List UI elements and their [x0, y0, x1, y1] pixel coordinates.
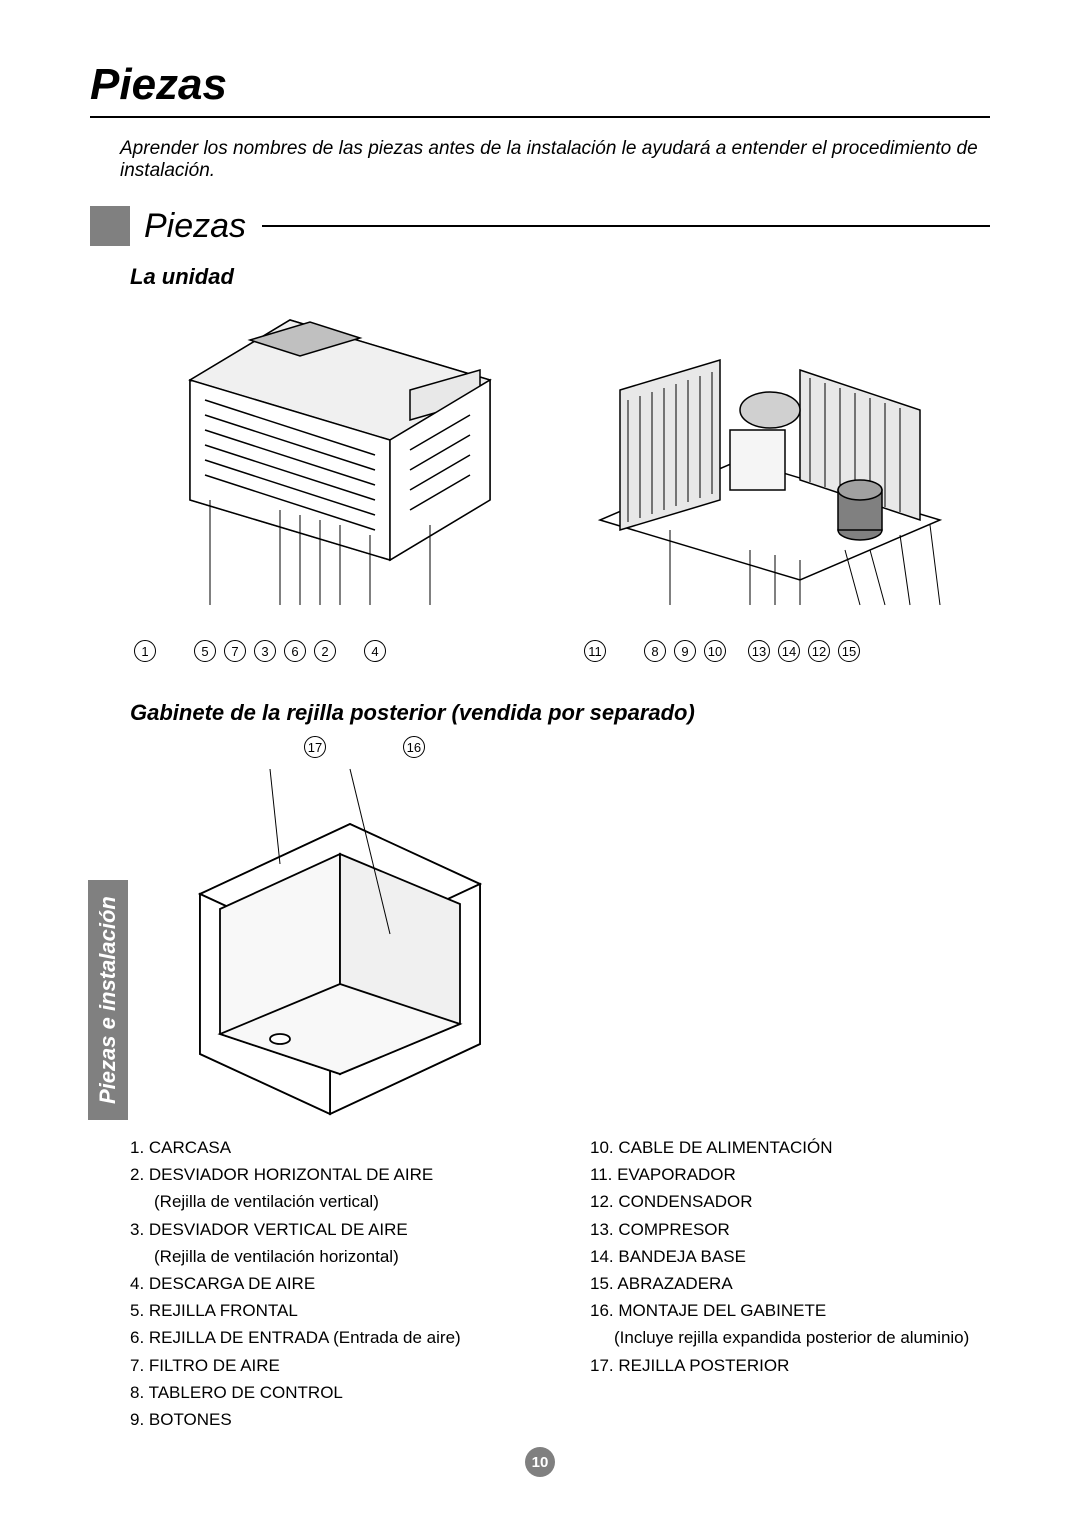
- parts-item: 16. MONTAJE DEL GABINETE: [590, 1297, 990, 1324]
- subhead-cabinet: Gabinete de la rejilla posterior (vendid…: [130, 700, 990, 726]
- callout-num: 13: [748, 640, 770, 662]
- section-rule: [262, 225, 990, 227]
- page-title: Piezas: [90, 60, 990, 118]
- page-number: 10: [525, 1447, 555, 1477]
- diagram-cabinet: [150, 764, 510, 1124]
- callout-num: 14: [778, 640, 800, 662]
- parts-item: 2. DESVIADOR HORIZONTAL DE AIRE: [130, 1161, 530, 1188]
- callouts-front: 1 5 7 3 6 2 4: [130, 640, 540, 662]
- callout-num: 2: [314, 640, 336, 662]
- section-header: Piezas: [90, 206, 990, 246]
- callout-num: 8: [644, 640, 666, 662]
- parts-item: 4. DESCARGA DE AIRE: [130, 1270, 530, 1297]
- parts-item: 3. DESVIADOR VERTICAL DE AIRE: [130, 1216, 530, 1243]
- intro-text: Aprender los nombres de las piezas antes…: [120, 138, 990, 182]
- parts-col-left: 1. CARCASA2. DESVIADOR HORIZONTAL DE AIR…: [130, 1134, 530, 1433]
- callouts-internal: 11 8 9 10 13 14 12 15: [580, 640, 990, 662]
- parts-item: 14. BANDEJA BASE: [590, 1243, 990, 1270]
- parts-item-sub: (Rejilla de ventilación horizontal): [130, 1243, 530, 1270]
- callouts-cabinet: 17 16: [300, 736, 990, 758]
- callout-num: 9: [674, 640, 696, 662]
- callout-num: 12: [808, 640, 830, 662]
- ac-front-illustration: [130, 300, 540, 630]
- parts-item: 8. TABLERO DE CONTROL: [130, 1379, 530, 1406]
- parts-col-right: 10. CABLE DE ALIMENTACIÓN11. EVAPORADOR1…: [590, 1134, 990, 1433]
- parts-item: 9. BOTONES: [130, 1406, 530, 1433]
- parts-item: 10. CABLE DE ALIMENTACIÓN: [590, 1134, 990, 1161]
- callout-num: 17: [304, 736, 326, 758]
- parts-item: 11. EVAPORADOR: [590, 1161, 990, 1188]
- callout-num: 16: [403, 736, 425, 758]
- parts-item: 1. CARCASA: [130, 1134, 530, 1161]
- callout-num: 15: [838, 640, 860, 662]
- callout-num: 5: [194, 640, 216, 662]
- callout-num: 1: [134, 640, 156, 662]
- parts-item: 5. REJILLA FRONTAL: [130, 1297, 530, 1324]
- parts-item-sub: (Rejilla de ventilación vertical): [130, 1188, 530, 1215]
- subhead-unit: La unidad: [130, 264, 990, 290]
- side-tab: Piezas e instalación: [88, 880, 128, 1120]
- parts-item: 13. COMPRESOR: [590, 1216, 990, 1243]
- callout-num: 10: [704, 640, 726, 662]
- callout-num: 3: [254, 640, 276, 662]
- parts-item-sub: (Incluye rejilla expandida posterior de …: [590, 1324, 990, 1351]
- parts-item: 6. REJILLA DE ENTRADA (Entrada de aire): [130, 1324, 530, 1351]
- parts-list: 1. CARCASA2. DESVIADOR HORIZONTAL DE AIR…: [130, 1134, 990, 1433]
- parts-item: 17. REJILLA POSTERIOR: [590, 1352, 990, 1379]
- callout-num: 7: [224, 640, 246, 662]
- callout-num: 6: [284, 640, 306, 662]
- diagram-internal: [560, 300, 970, 630]
- cabinet-illustration: [150, 764, 510, 1124]
- parts-item: 7. FILTRO DE AIRE: [130, 1352, 530, 1379]
- callout-row: 1 5 7 3 6 2 4 11 8 9 10 13 14 12 15: [90, 640, 990, 682]
- ac-internal-illustration: [560, 300, 970, 630]
- callout-num: 4: [364, 640, 386, 662]
- diagram-front: [130, 300, 540, 630]
- section-block-icon: [90, 206, 130, 246]
- diagram-row-unit: [130, 300, 990, 630]
- section-title: Piezas: [144, 207, 262, 246]
- callout-num: 11: [584, 640, 606, 662]
- parts-item: 12. CONDENSADOR: [590, 1188, 990, 1215]
- parts-item: 15. ABRAZADERA: [590, 1270, 990, 1297]
